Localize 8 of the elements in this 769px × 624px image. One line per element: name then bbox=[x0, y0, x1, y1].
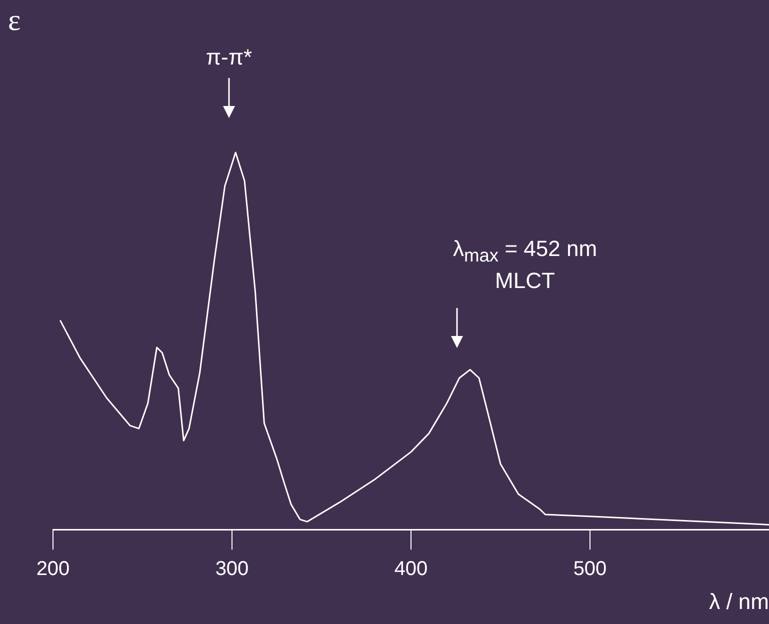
y-axis-title: ε bbox=[8, 4, 21, 38]
annotation: λ$_{max}$ = 452 nm MLCT bbox=[452, 235, 598, 296]
x-tick-label: 500 bbox=[573, 558, 607, 580]
text: π-π* bbox=[206, 43, 252, 72]
x-tick-label: 300 bbox=[215, 558, 249, 580]
x-tick-label: 200 bbox=[36, 558, 70, 580]
x-tick-label: 400 bbox=[394, 558, 428, 580]
x-axis-title: λ / nm bbox=[709, 588, 769, 614]
